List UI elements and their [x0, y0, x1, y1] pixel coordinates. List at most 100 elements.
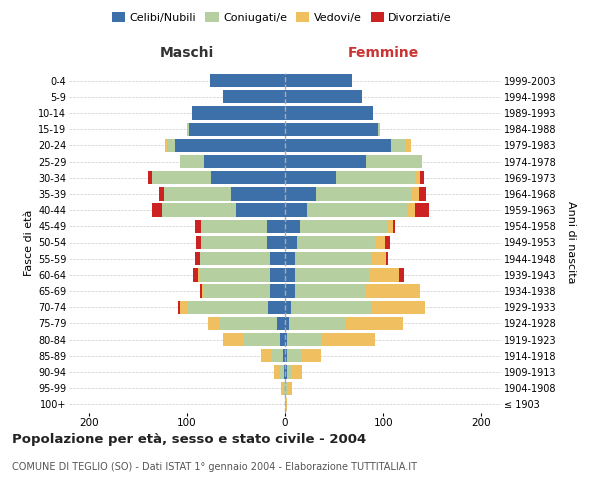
Text: Maschi: Maschi [160, 46, 214, 60]
Bar [307, 204, 407, 217]
Bar [376, 236, 385, 249]
Bar [236, 204, 285, 217]
Bar [285, 106, 373, 120]
Bar [197, 268, 200, 281]
Bar [410, 188, 419, 200]
Bar [415, 171, 419, 184]
Bar [194, 220, 200, 233]
Bar [164, 188, 231, 200]
Bar [180, 300, 188, 314]
Bar [152, 171, 211, 184]
Text: Femmine: Femmine [347, 46, 419, 60]
Bar [285, 268, 295, 281]
Bar [285, 382, 287, 395]
Bar [378, 122, 380, 136]
Text: Popolazione per età, sesso e stato civile - 2004: Popolazione per età, sesso e stato civil… [12, 432, 366, 446]
Bar [200, 236, 268, 249]
Bar [203, 284, 270, 298]
Bar [178, 300, 180, 314]
Bar [285, 155, 365, 168]
Bar [281, 382, 283, 395]
Bar [270, 284, 285, 298]
Bar [415, 204, 430, 217]
Bar [205, 155, 285, 168]
Bar [287, 333, 322, 346]
Bar [280, 333, 285, 346]
Bar [370, 268, 399, 281]
Bar [208, 317, 220, 330]
Bar [148, 171, 152, 184]
Bar [243, 333, 280, 346]
Bar [287, 349, 302, 362]
Bar [388, 220, 393, 233]
Bar [270, 268, 285, 281]
Bar [268, 220, 285, 233]
Bar [262, 349, 271, 362]
Bar [200, 252, 270, 266]
Bar [295, 268, 370, 281]
Bar [322, 333, 376, 346]
Bar [285, 204, 307, 217]
Bar [302, 349, 322, 362]
Bar [287, 366, 292, 378]
Bar [295, 252, 371, 266]
Bar [419, 171, 424, 184]
Bar [285, 220, 300, 233]
Bar [268, 236, 285, 249]
Bar [283, 349, 285, 362]
Bar [285, 349, 287, 362]
Bar [268, 300, 285, 314]
Bar [285, 188, 316, 200]
Bar [279, 366, 284, 378]
Bar [386, 252, 388, 266]
Bar [175, 138, 285, 152]
Bar [180, 155, 205, 168]
Bar [193, 268, 197, 281]
Bar [365, 284, 419, 298]
Bar [285, 90, 362, 104]
Bar [196, 236, 200, 249]
Bar [285, 252, 295, 266]
Bar [274, 366, 279, 378]
Y-axis label: Fasce di età: Fasce di età [23, 210, 34, 276]
Bar [406, 138, 410, 152]
Bar [336, 171, 415, 184]
Bar [297, 236, 376, 249]
Bar [365, 155, 422, 168]
Bar [167, 138, 175, 152]
Bar [419, 188, 427, 200]
Bar [152, 204, 162, 217]
Bar [188, 300, 268, 314]
Bar [385, 236, 390, 249]
Bar [200, 268, 270, 281]
Bar [200, 220, 268, 233]
Bar [271, 349, 283, 362]
Bar [231, 188, 285, 200]
Y-axis label: Anni di nascita: Anni di nascita [566, 201, 576, 283]
Bar [160, 188, 164, 200]
Bar [407, 204, 415, 217]
Bar [285, 122, 378, 136]
Bar [289, 317, 346, 330]
Bar [371, 252, 386, 266]
Bar [285, 300, 291, 314]
Bar [285, 366, 287, 378]
Bar [270, 252, 285, 266]
Bar [285, 333, 287, 346]
Bar [187, 122, 189, 136]
Bar [194, 252, 200, 266]
Bar [223, 90, 285, 104]
Bar [285, 236, 297, 249]
Bar [346, 317, 403, 330]
Bar [165, 138, 167, 152]
Bar [391, 138, 406, 152]
Bar [291, 300, 371, 314]
Bar [189, 122, 285, 136]
Bar [162, 204, 236, 217]
Bar [285, 138, 391, 152]
Bar [277, 317, 285, 330]
Bar [295, 284, 365, 298]
Bar [316, 188, 410, 200]
Bar [285, 398, 287, 411]
Bar [220, 317, 277, 330]
